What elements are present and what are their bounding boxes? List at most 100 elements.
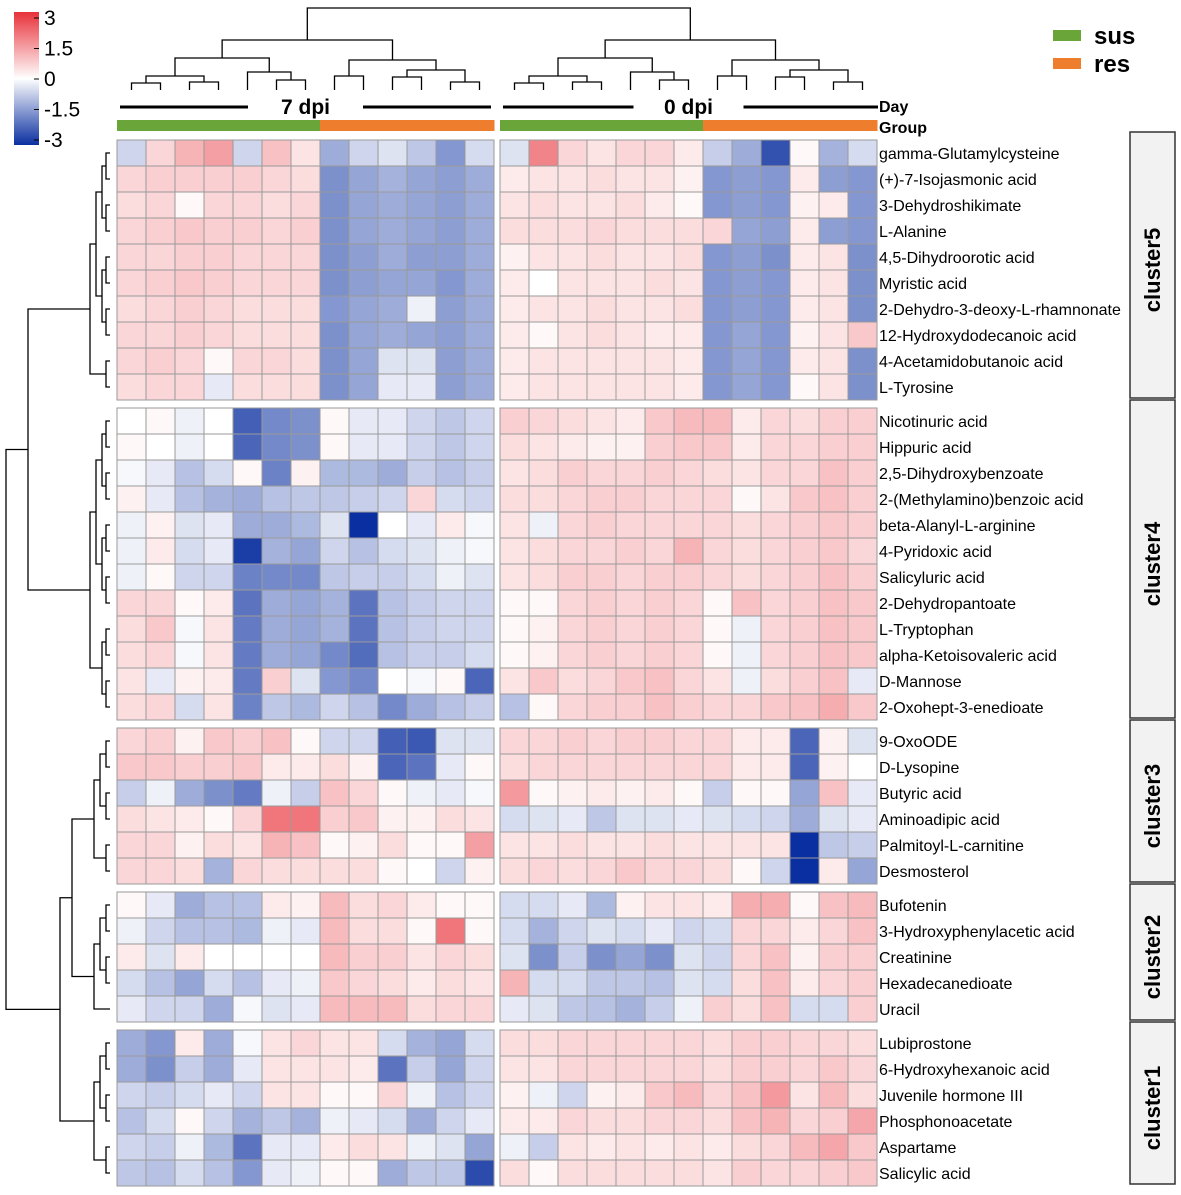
- heatmap-cell: [435, 831, 466, 859]
- dendrogram-link: [275, 79, 307, 90]
- heatmap-cell: [406, 139, 437, 167]
- heatmap-cell: [290, 407, 321, 435]
- heatmap-cell: [528, 373, 559, 401]
- heatmap-cell: [377, 433, 408, 461]
- row-label: Creatinine: [879, 950, 952, 967]
- heatmap-cell: [760, 295, 791, 323]
- dendrogram-link: [174, 57, 270, 76]
- heatmap-cell: [203, 433, 234, 461]
- row-label: 4,5-Dihydroorotic acid: [879, 250, 1035, 267]
- heatmap-cell: [673, 615, 704, 643]
- heatmap-cell: [760, 191, 791, 219]
- heatmap-cell: [464, 321, 495, 349]
- heatmap-cell: [818, 1029, 849, 1057]
- heatmap-cell: [348, 1133, 379, 1161]
- heatmap-cell: [731, 1133, 762, 1161]
- heatmap-cell: [760, 857, 791, 885]
- heatmap-cell: [203, 615, 234, 643]
- heatmap-cell: [261, 537, 292, 565]
- heatmap-cell: [760, 753, 791, 781]
- heatmap-cell: [586, 891, 617, 919]
- heatmap-cell: [406, 779, 437, 807]
- heatmap-cell: [644, 831, 675, 859]
- heatmap-cell: [557, 917, 588, 945]
- heatmap-cell: [499, 727, 530, 755]
- heatmap-cell: [203, 295, 234, 323]
- heatmap-cell: [615, 347, 646, 375]
- heatmap-cell: [760, 511, 791, 539]
- heatmap-cell: [499, 831, 530, 859]
- heatmap-cell: [847, 347, 878, 375]
- heatmap-cell: [464, 511, 495, 539]
- heatmap-cell: [615, 511, 646, 539]
- heatmap-cell: [145, 917, 176, 945]
- dendrogram-link: [774, 76, 806, 90]
- heatmap-cell: [406, 1107, 437, 1135]
- heatmap-cell: [644, 139, 675, 167]
- heatmap-cell: [673, 1133, 704, 1161]
- row-labels: gamma-Glutamylcysteine (+)-7-Isojasmonic …: [879, 146, 1121, 1183]
- heatmap-cell: [760, 917, 791, 945]
- color-scale-tick-label: 1.5: [44, 38, 73, 61]
- heatmap-cell: [760, 321, 791, 349]
- heatmap-cell: [261, 485, 292, 513]
- heatmap-cell: [203, 943, 234, 971]
- heatmap-cell: [702, 615, 733, 643]
- heatmap-cell: [789, 347, 820, 375]
- heatmap-cell: [615, 191, 646, 219]
- heatmap-cell: [203, 589, 234, 617]
- heatmap-cell: [377, 1133, 408, 1161]
- heatmap-cell: [731, 667, 762, 695]
- heatmap-cell: [203, 667, 234, 695]
- heatmap-cell: [847, 537, 878, 565]
- heatmap-cell: [464, 1055, 495, 1083]
- heatmap-cell: [435, 485, 466, 513]
- heatmap-cell: [406, 1159, 437, 1187]
- heatmap-cell: [348, 943, 379, 971]
- heatmap-cell: [528, 407, 559, 435]
- row-label: 3-Hydroxyphenylacetic acid: [879, 924, 1075, 941]
- heatmap-cell: [789, 321, 820, 349]
- heatmap-cell: [760, 563, 791, 591]
- heatmap-cell: [673, 243, 704, 271]
- heatmap-cell: [145, 269, 176, 297]
- heatmap-cell: [818, 615, 849, 643]
- heatmap-cell: [557, 693, 588, 721]
- heatmap-cell: [557, 373, 588, 401]
- heatmap-cell: [499, 433, 530, 461]
- heatmap-cell: [145, 727, 176, 755]
- heatmap-cell: [145, 407, 176, 435]
- heatmap-cell: [847, 693, 878, 721]
- heatmap-cell: [232, 1055, 263, 1083]
- heatmap-cell: [319, 537, 350, 565]
- heatmap-cell: [464, 1081, 495, 1109]
- heatmap-cell: [847, 511, 878, 539]
- heatmap-cell: [557, 1159, 588, 1187]
- row-label: beta-Alanyl-L-arginine: [879, 518, 1036, 535]
- heatmap-cell: [528, 1133, 559, 1161]
- heatmap-cell: [673, 995, 704, 1023]
- heatmap-cell: [464, 641, 495, 669]
- heatmap-cell: [319, 1107, 350, 1135]
- heatmap-cell: [174, 1159, 205, 1187]
- heatmap-cell: [348, 407, 379, 435]
- heatmap-cell: [261, 407, 292, 435]
- heatmap-cell: [319, 753, 350, 781]
- heatmap-cell: [557, 459, 588, 487]
- heatmap-cell: [377, 667, 408, 695]
- heatmap-cell: [702, 373, 733, 401]
- heatmap-cell: [818, 1055, 849, 1083]
- heatmap-cell: [145, 373, 176, 401]
- heatmap-cell: [528, 891, 559, 919]
- heatmap-cell: [406, 1133, 437, 1161]
- heatmap-cell: [406, 373, 437, 401]
- dendrogram-link: [391, 76, 423, 90]
- heatmap-cell: [348, 537, 379, 565]
- heatmap-cell: [348, 891, 379, 919]
- heatmap-cell: [232, 857, 263, 885]
- heatmap-cell: [586, 373, 617, 401]
- heatmap-cell: [377, 917, 408, 945]
- heatmap-cell: [203, 139, 234, 167]
- heatmap-cell: [499, 537, 530, 565]
